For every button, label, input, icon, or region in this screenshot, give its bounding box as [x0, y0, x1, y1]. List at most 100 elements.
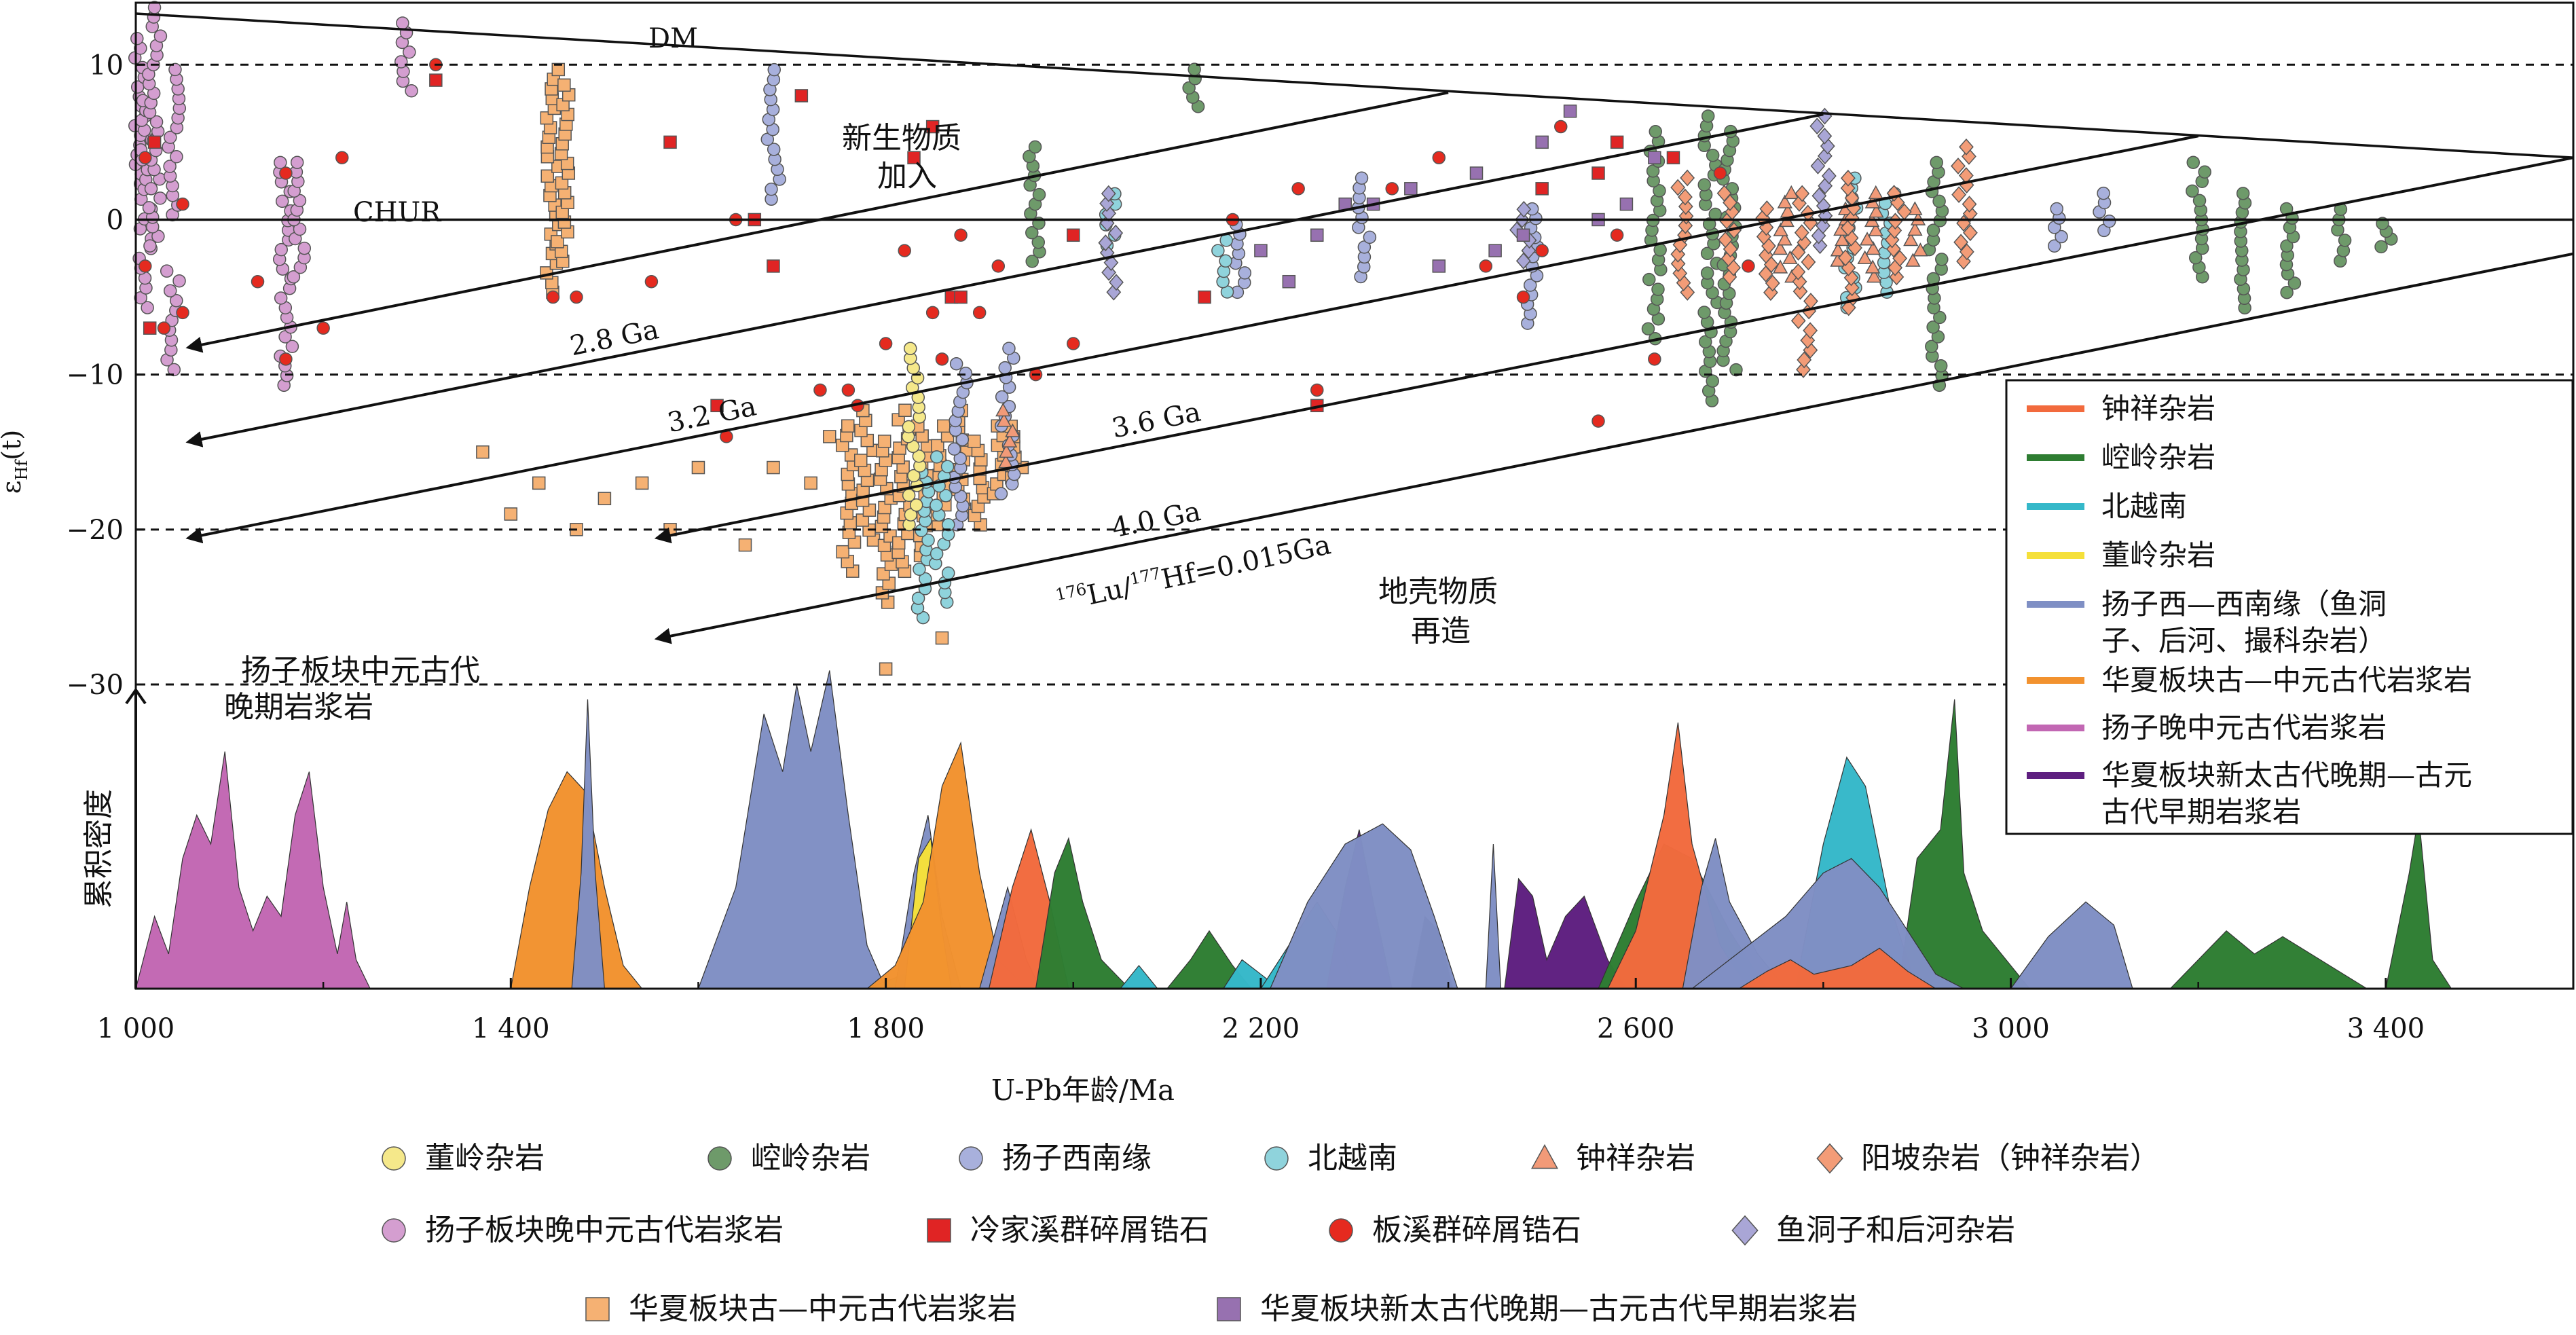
- point-0-2-4: [142, 201, 156, 215]
- density-axis-title: 累积密度: [81, 789, 116, 909]
- crust-label-line2: 再造: [1411, 614, 1471, 648]
- point-5-3-9: [1868, 185, 1883, 200]
- x-tick-label-5: 3 000: [1972, 1013, 2050, 1044]
- point-extra-2-14: [1648, 151, 1661, 164]
- point-6-3-4: [1803, 322, 1818, 340]
- point-3-8-5: [2280, 239, 2294, 253]
- point-6-4-4: [1841, 259, 1856, 276]
- point-6-6-5: [1962, 205, 1978, 223]
- y-axis-title: εHf(t): [0, 430, 31, 494]
- point-2-6-1: [2055, 230, 2068, 244]
- point-3-10-0: [2374, 240, 2388, 254]
- point-3-3-6: [1699, 335, 1712, 349]
- point-extra-0-3: [176, 197, 189, 211]
- point-6-2-0: [1763, 284, 1778, 301]
- point-extra-1-15: [1535, 182, 1549, 196]
- point-extra-3-13: [935, 631, 949, 645]
- symbol-legend-marker-5: [1816, 1143, 1843, 1174]
- point-6-6-6: [1962, 196, 1977, 213]
- point-3-3-2: [1706, 374, 1719, 388]
- point-7-1-0: [1515, 252, 1531, 270]
- y-tick-label-3: −20: [67, 515, 124, 546]
- symbol-legend-label-3: 北越南: [1308, 1141, 1397, 1175]
- point-extra-2-11: [1563, 104, 1577, 118]
- point-7-2-9: [1817, 147, 1833, 165]
- point-5-3-7: [1869, 204, 1884, 218]
- point-extra-0-36: [1554, 120, 1568, 134]
- point-extra-0-22: [935, 352, 949, 366]
- point-0-2-22: [153, 29, 168, 43]
- ratio-sup2: 177: [1128, 564, 1162, 589]
- point-7-0-9: [1099, 195, 1115, 212]
- point-extra-0-11: [546, 290, 560, 304]
- point-6-5-5: [1887, 222, 1902, 239]
- point-1-2-15: [841, 419, 855, 433]
- point-extra-0-29: [1291, 182, 1305, 196]
- point-7-0-10: [1101, 185, 1116, 202]
- point-extra-0-8: [316, 321, 330, 335]
- point-3-5-6: [1926, 321, 1940, 334]
- point-3-0-2: [1031, 236, 1046, 249]
- point-4-1-15: [930, 450, 944, 464]
- point-extra-0-23: [954, 228, 968, 242]
- point-6-4-5: [1838, 249, 1853, 267]
- point-7-2-11: [1817, 128, 1833, 145]
- symbol-legend-label-7: 冷家溪群碎屑锆石: [970, 1213, 1209, 1247]
- point-5-1-8: [1777, 194, 1792, 208]
- evolution-line-3: [654, 156, 2574, 544]
- point-6-6-1: [1959, 243, 1974, 261]
- point-5-3-0: [1866, 268, 1882, 283]
- line-legend-label-7-b: 古代早期岩浆岩: [2101, 795, 2301, 828]
- point-0-2-6: [144, 182, 158, 196]
- point-2-3-2: [1238, 266, 1252, 280]
- point-1-7-10: [937, 419, 951, 433]
- point-5-1-9: [1784, 185, 1799, 200]
- point-0-7-0: [405, 84, 418, 98]
- point-6-2-4: [1759, 246, 1773, 264]
- point-6-3-18: [1795, 185, 1810, 202]
- point-0-6-5: [293, 222, 307, 236]
- y-axis-title-main: ε: [0, 481, 26, 494]
- point-3-8-1: [2287, 276, 2302, 290]
- line-legend-label-0: 钟祥杂岩: [2101, 392, 2215, 425]
- symbol-legend-marker-0: [382, 1146, 406, 1171]
- symbol-legend-marker-11: [1217, 1297, 1241, 1321]
- point-extra-2-10: [1535, 135, 1549, 149]
- point-extra-2-2: [1310, 228, 1324, 242]
- point-extra-3-1: [504, 507, 518, 521]
- symbol-legend: 董岭杂岩 崆岭杂岩 扬子西南缘 北越南 钟祥杂岩 阳坡杂岩（钟祥杂岩） 扬子板块晚中元古代岩…: [382, 1141, 2160, 1326]
- point-6-3-0: [1796, 361, 1811, 378]
- point-6-2-9: [1759, 200, 1775, 217]
- point-4-1-5: [930, 547, 944, 561]
- point-7-0-5: [1098, 234, 1114, 252]
- point-extra-1-1: [147, 135, 162, 149]
- point-3-3-9: [1697, 306, 1711, 319]
- point-0-4-10: [160, 264, 174, 278]
- point-0-4-0: [167, 363, 181, 377]
- point-6-3-17: [1792, 195, 1807, 212]
- point-6-5-0: [1889, 268, 1905, 286]
- point-extra-0-20: [898, 244, 911, 257]
- point-7-0-6: [1108, 224, 1124, 242]
- point-2-4-4: [1363, 230, 1377, 244]
- point-1-0-23: [551, 62, 566, 77]
- point-0-7-3: [394, 55, 408, 69]
- point-5-4-2: [1903, 232, 1919, 246]
- ratio-label: 176Lu/177Hf=0.015Ga: [1054, 528, 1333, 617]
- point-6-3-14: [1794, 224, 1809, 242]
- point-1-2-2: [836, 545, 849, 559]
- point-1-5-17: [898, 403, 912, 417]
- point-extra-1-11: [954, 290, 968, 304]
- dm-label: DM: [648, 23, 698, 54]
- point-5-0-1: [999, 443, 1014, 458]
- point-6-6-7: [1951, 186, 1967, 203]
- symbol-legend-label-2: 扬子西南缘: [1002, 1141, 1152, 1175]
- point-extra-1-17: [1610, 135, 1624, 149]
- point-6-3-12: [1790, 244, 1806, 261]
- evolution-label-1: 2.8 Ga: [568, 314, 662, 362]
- line-legend-label-6: 扬子晚中元古代岩浆岩: [2101, 711, 2387, 744]
- point-2-6-0: [2048, 239, 2061, 253]
- reference-lines: 2.8 Ga3.2 Ga 3.6 Ga 4.0 Ga: [135, 12, 2574, 686]
- y-axis-title-tail: (t): [0, 430, 26, 460]
- point-5-1-4: [1777, 232, 1792, 246]
